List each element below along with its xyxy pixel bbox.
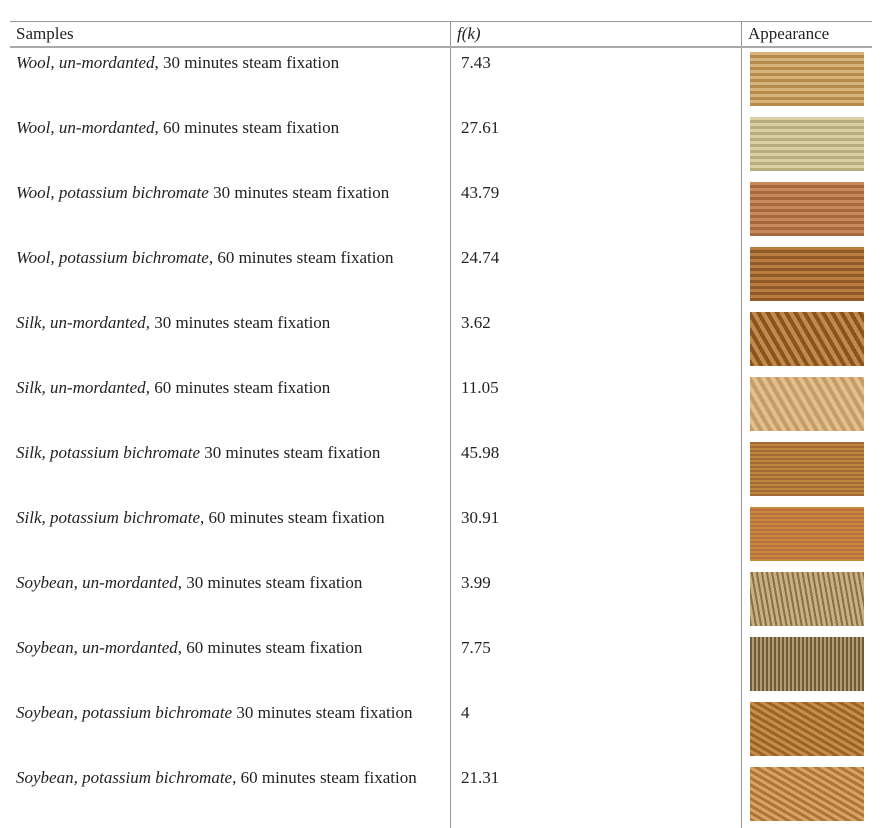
table: Samples f(k) Appearance Wool, un-mordant… — [10, 21, 872, 828]
fabric-swatch — [750, 442, 864, 496]
fabric-swatch — [750, 637, 864, 691]
sample-cell: Wool, potassium bichromate 30 minutes st… — [10, 178, 451, 243]
fabric-swatch — [750, 702, 864, 756]
fabric-swatch — [750, 117, 864, 171]
sample-text: , 60 minutes steam fixation — [200, 508, 385, 527]
fk-cell: 7.75 — [451, 633, 742, 698]
header-cell: f(k) — [451, 22, 742, 48]
page: Samples f(k) Appearance Wool, un-mordant… — [0, 0, 884, 827]
appearance-cell — [742, 503, 873, 568]
sample-cell: Silk, potassium bichromate, 60 minutes s… — [10, 503, 451, 568]
sample-cell: Soybean, un-mordanted, 60 minutes steam … — [10, 633, 451, 698]
row: Silk, potassium bichromate 30 minutes st… — [10, 438, 872, 503]
sample-text: , 60 minutes steam fixation — [232, 768, 417, 787]
fk-cell: 43.79 — [451, 178, 742, 243]
row: Silk, un-mordanted, 30 minutes steam fix… — [10, 308, 872, 373]
sample-cell: Wool, un-mordanted, 60 minutes steam fix… — [10, 113, 451, 178]
table-body: Wool, un-mordanted, 30 minutes steam fix… — [10, 47, 872, 828]
sample-cell: Soybean, un-mordanted, 30 minutes steam … — [10, 568, 451, 633]
fabric-swatch — [750, 377, 864, 431]
fabric-swatch — [750, 247, 864, 301]
sample-text: 30 minutes steam fixation — [209, 183, 389, 202]
sample-text: , 60 minutes steam fixation — [178, 638, 363, 657]
appearance-cell — [742, 438, 873, 503]
sample-italic: Wool, potassium bichromate — [16, 183, 209, 202]
fk-cell: 4 — [451, 698, 742, 763]
sample-cell: Wool, un-mordanted, 30 minutes steam fix… — [10, 47, 451, 113]
sample-italic: Wool, un-mordanted — [16, 53, 155, 72]
sample-text: 30 minutes steam fixation — [232, 703, 412, 722]
fabric-swatch — [750, 182, 864, 236]
appearance-cell — [742, 633, 873, 698]
sample-italic: Wool, potassium bichromate — [16, 248, 209, 267]
sample-text: 30 minutes steam fixation — [200, 443, 380, 462]
sample-italic: Soybean, potassium bichromate — [16, 768, 232, 787]
row: Wool, potassium bichromate 30 minutes st… — [10, 178, 872, 243]
row: Wool, un-mordanted, 60 minutes steam fix… — [10, 113, 872, 178]
fk-cell: 24.74 — [451, 243, 742, 308]
sample-cell: Silk, un-mordanted, 30 minutes steam fix… — [10, 308, 451, 373]
sample-text: , 30 minutes steam fixation — [155, 53, 340, 72]
sample-text: , 60 minutes steam fixation — [146, 378, 331, 397]
sample-italic: Silk, potassium bichromate — [16, 443, 200, 462]
fk-cell: 30.91 — [451, 503, 742, 568]
sample-cell: Silk, potassium bichromate 30 minutes st… — [10, 438, 451, 503]
fabric-swatch — [750, 507, 864, 561]
sample-text: , 30 minutes steam fixation — [146, 313, 331, 332]
fk-cell: 11.05 — [451, 373, 742, 438]
sample-text: , 60 minutes steam fixation — [209, 248, 394, 267]
row: Silk, potassium bichromate, 60 minutes s… — [10, 503, 872, 568]
fk-cell: 45.98 — [451, 438, 742, 503]
fk-cell: 3.99 — [451, 568, 742, 633]
sample-text: , 60 minutes steam fixation — [155, 118, 340, 137]
sample-italic: Soybean, un-mordanted — [16, 638, 178, 657]
sample-cell: Soybean, potassium bichromate, 60 minute… — [10, 763, 451, 828]
appearance-cell — [742, 568, 873, 633]
appearance-cell — [742, 243, 873, 308]
row: Soybean, un-mordanted, 30 minutes steam … — [10, 568, 872, 633]
fabric-swatch — [750, 572, 864, 626]
sample-cell: Wool, potassium bichromate, 60 minutes s… — [10, 243, 451, 308]
header-cell: Appearance — [742, 22, 873, 48]
sample-italic: Wool, un-mordanted — [16, 118, 155, 137]
sample-italic: Silk, un-mordanted — [16, 378, 146, 397]
fabric-swatch — [750, 767, 864, 821]
appearance-cell — [742, 698, 873, 763]
row: Wool, un-mordanted, 30 minutes steam fix… — [10, 47, 872, 113]
appearance-cell — [742, 373, 873, 438]
sample-italic: Silk, potassium bichromate — [16, 508, 200, 527]
sample-italic: Silk, un-mordanted — [16, 313, 146, 332]
sample-text: , 30 minutes steam fixation — [178, 573, 363, 592]
fk-cell: 27.61 — [451, 113, 742, 178]
fabric-swatch — [750, 312, 864, 366]
fk-cell: 3.62 — [451, 308, 742, 373]
appearance-cell — [742, 113, 873, 178]
row: Soybean, un-mordanted, 60 minutes steam … — [10, 633, 872, 698]
appearance-cell — [742, 308, 873, 373]
sample-cell: Soybean, potassium bichromate 30 minutes… — [10, 698, 451, 763]
appearance-cell — [742, 178, 873, 243]
sample-italic: Soybean, un-mordanted — [16, 573, 178, 592]
appearance-cell — [742, 763, 873, 828]
fk-cell: 7.43 — [451, 47, 742, 113]
sample-cell: Silk, un-mordanted, 60 minutes steam fix… — [10, 373, 451, 438]
row: Silk, un-mordanted, 60 minutes steam fix… — [10, 373, 872, 438]
table-head: Samples f(k) Appearance — [10, 22, 872, 48]
appearance-cell — [742, 47, 873, 113]
sample-italic: Soybean, potassium bichromate — [16, 703, 232, 722]
header-cell: Samples — [10, 22, 451, 48]
fabric-swatch — [750, 52, 864, 106]
fk-cell: 21.31 — [451, 763, 742, 828]
row: Soybean, potassium bichromate 30 minutes… — [10, 698, 872, 763]
row: Soybean, potassium bichromate, 60 minute… — [10, 763, 872, 828]
header-row: Samples f(k) Appearance — [10, 22, 872, 48]
row: Wool, potassium bichromate, 60 minutes s… — [10, 243, 872, 308]
